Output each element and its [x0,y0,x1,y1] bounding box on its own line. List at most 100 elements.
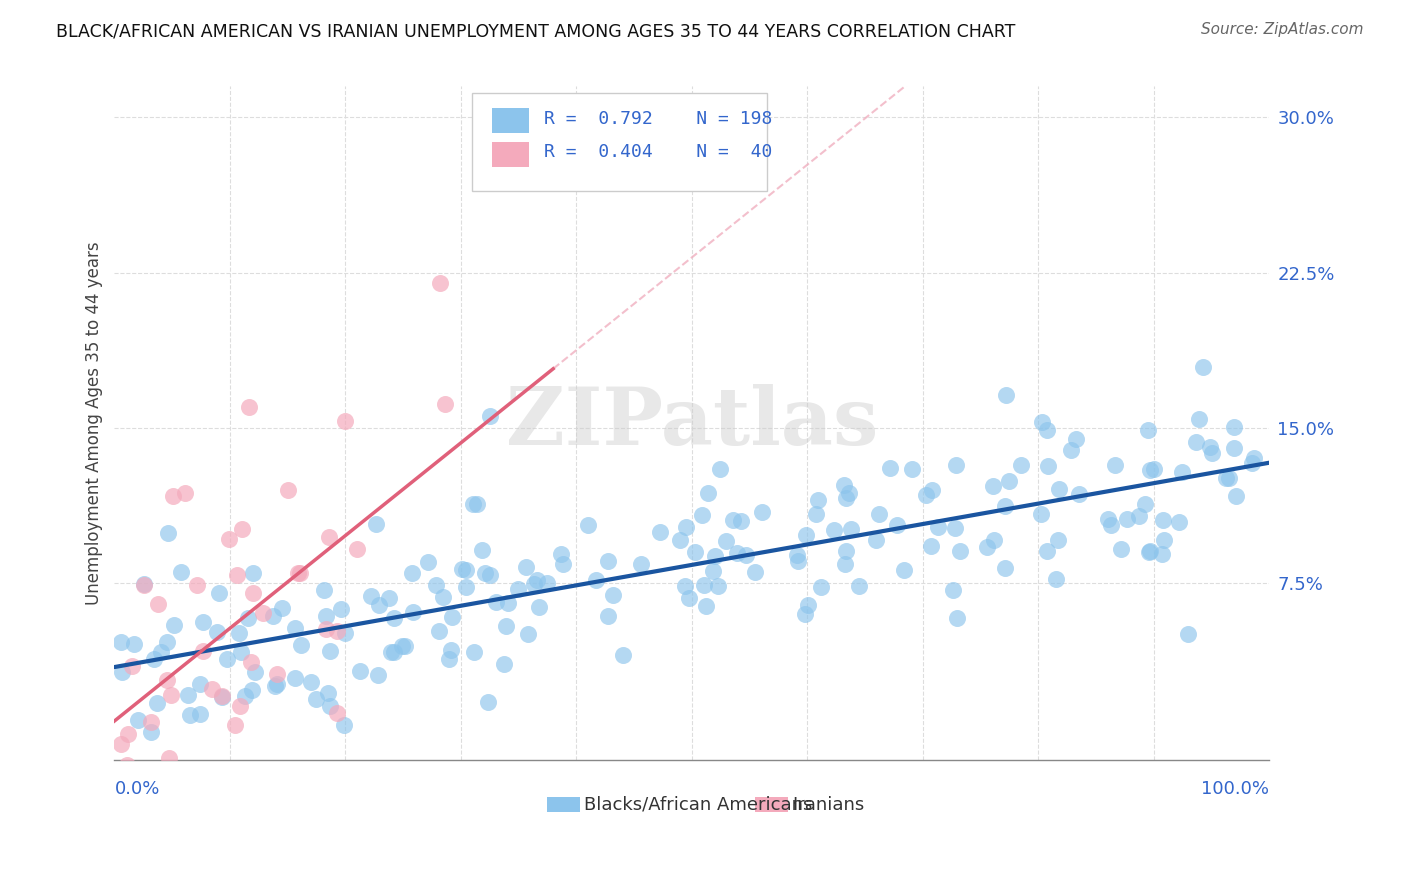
Point [188,706,211,721]
Point [110,738,132,752]
Point [1029,507,1052,521]
Point [942,582,965,597]
Point [463,497,485,511]
Y-axis label: Unemployment Among Ages 35 to 44 years: Unemployment Among Ages 35 to 44 years [86,241,103,605]
Point [690,508,713,523]
Point [1045,572,1067,586]
Point [319,699,342,714]
Point [678,591,700,605]
Point [139,714,162,729]
Point [526,573,548,587]
Point [848,579,870,593]
Point [163,618,186,632]
Point [266,677,288,691]
Point [139,725,162,739]
Point [127,713,149,727]
Point [1109,541,1132,556]
Point [456,580,478,594]
Point [454,563,477,577]
Point [1177,627,1199,641]
Point [333,625,356,640]
Point [797,598,820,612]
Point [596,554,619,568]
Point [191,644,214,658]
Point [382,611,405,625]
Point [434,397,457,411]
Point [242,682,264,697]
Point [378,591,401,606]
Point [288,566,311,580]
Text: 0.0%: 0.0% [114,780,160,797]
Point [122,637,145,651]
Point [391,640,413,654]
Point [429,276,451,290]
Point [333,414,356,428]
Point [432,590,454,604]
Point [402,605,425,619]
Point [264,680,287,694]
Point [115,758,138,772]
Point [1153,533,1175,548]
Point [1036,458,1059,473]
Point [349,664,371,678]
Point [553,557,575,571]
Point [697,486,720,500]
Point [714,534,737,549]
Point [901,462,924,476]
Point [949,544,972,558]
Point [1152,513,1174,527]
Point [879,460,901,475]
Point [290,638,312,652]
Point [146,696,169,710]
Point [1097,512,1119,526]
Point [333,718,356,732]
Point [1036,544,1059,558]
Point [576,518,599,533]
Point [179,708,201,723]
Point [157,525,180,540]
Point [893,562,915,576]
Point [163,775,186,789]
Point [315,609,337,624]
Point [1010,458,1032,473]
Point [186,578,208,592]
Point [1128,509,1150,524]
FancyBboxPatch shape [547,797,579,812]
Point [702,564,724,578]
Point [326,624,349,639]
Point [1116,512,1139,526]
Point [1223,441,1246,455]
Point [927,520,949,534]
Text: BLACK/AFRICAN AMERICAN VS IRANIAN UNEMPLOYMENT AMONG AGES 35 TO 44 YEARS CORRELA: BLACK/AFRICAN AMERICAN VS IRANIAN UNEMPL… [56,22,1015,40]
Point [794,528,817,542]
Point [314,582,336,597]
Point [437,652,460,666]
Point [1223,420,1246,434]
Point [364,517,387,532]
Point [229,699,252,714]
Point [121,659,143,673]
Text: ZIPatlas: ZIPatlas [506,384,877,462]
Point [1133,497,1156,511]
Point [242,566,264,580]
Point [1136,423,1159,437]
Point [1139,544,1161,558]
Point [1241,456,1264,470]
Point [839,522,862,536]
Point [835,491,858,506]
Point [287,566,309,581]
Point [117,727,139,741]
Point [224,718,246,732]
Point [226,568,249,582]
Point [946,610,969,624]
Point [675,520,697,534]
Point [1099,517,1122,532]
Point [1243,450,1265,465]
Point [506,582,529,597]
Point [319,644,342,658]
Text: Iranians: Iranians [792,796,865,814]
Point [440,610,463,624]
Point [1192,359,1215,374]
Point [238,611,260,625]
Point [945,458,967,472]
